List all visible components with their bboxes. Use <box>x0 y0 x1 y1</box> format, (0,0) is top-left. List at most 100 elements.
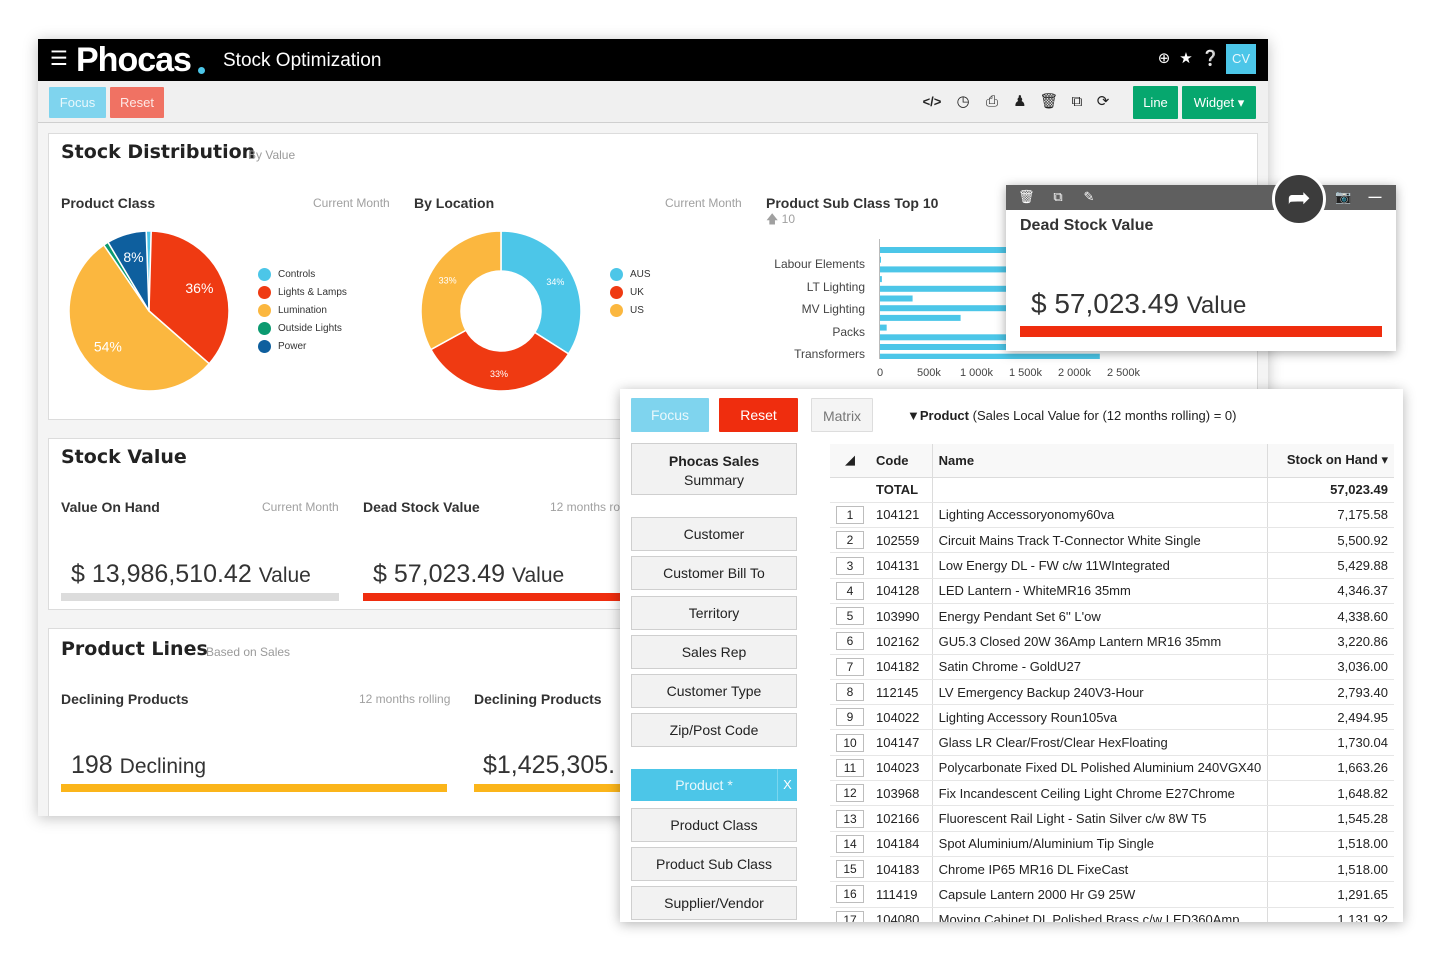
row-index[interactable]: 7 <box>836 657 864 676</box>
clock-icon[interactable]: ◷ <box>956 93 970 110</box>
print-icon[interactable]: ⎙ <box>985 93 998 110</box>
edit-icon[interactable]: ✎ <box>1083 189 1095 204</box>
row-index[interactable]: 11 <box>836 758 864 777</box>
nav-territory[interactable]: Territory <box>631 596 797 630</box>
widget-button[interactable]: Widget ▾ <box>1182 86 1256 119</box>
legend-item[interactable]: Outside Lights <box>258 322 342 336</box>
bar[interactable] <box>879 247 1067 253</box>
refresh-icon[interactable]: ⟳ <box>1096 93 1110 110</box>
table-row[interactable]: 13 102166 Fluorescent Rail Light - Satin S… <box>830 805 1394 832</box>
row-index[interactable]: 15 <box>836 860 864 879</box>
legend-item[interactable]: Power <box>258 340 306 354</box>
table-row[interactable]: 6 102162 GU5.3 Closed 20W 36Amp Lantern MR… <box>830 628 1394 655</box>
column-code[interactable]: Code <box>870 444 933 478</box>
table-row[interactable]: 10 104147 Glass LR Clear/Frost/Clear HexFl… <box>830 729 1394 756</box>
pie-slice-lights-lamps[interactable] <box>148 230 230 365</box>
product-class-pie-chart[interactable]: 36% 54% 8% <box>67 229 231 393</box>
row-index[interactable]: 8 <box>836 683 864 702</box>
row-index[interactable]: 5 <box>836 607 864 626</box>
legend-item[interactable]: AUS <box>610 268 651 282</box>
bar[interactable] <box>879 305 1081 312</box>
row-index[interactable]: 6 <box>836 632 864 651</box>
copy-icon[interactable]: ⧉ <box>1053 189 1063 204</box>
minimize-icon[interactable]: — <box>1368 189 1382 204</box>
avatar[interactable]: CV <box>1226 44 1256 74</box>
bar[interactable] <box>879 344 1100 350</box>
code-icon[interactable]: </> <box>922 94 942 109</box>
column-name[interactable]: Name <box>931 444 1268 478</box>
bar[interactable] <box>879 266 1119 273</box>
row-index[interactable]: 10 <box>836 733 864 752</box>
row-index[interactable]: 12 <box>836 784 864 803</box>
row-index[interactable]: 16 <box>836 885 864 904</box>
line-button[interactable]: Line <box>1133 86 1178 119</box>
table-row[interactable]: 14 104184 Spot Aluminium/Aluminium Tip Sin… <box>830 831 1394 857</box>
sub-class-bar-chart[interactable] <box>879 239 1119 359</box>
sort-toggle[interactable]: ◢ <box>830 444 870 478</box>
table-row[interactable]: 16 111419 Capsule Lantern 2000 Hr G9 25W 1,… <box>830 881 1394 908</box>
table-row[interactable]: 8 112145 LV Emergency Backup 240V3-Hour 2,7… <box>830 679 1394 706</box>
row-index[interactable]: 9 <box>836 708 864 727</box>
nav-zip-post-code[interactable]: Zip/Post Code <box>631 713 797 747</box>
nav-product-class[interactable]: Product Class <box>631 808 797 842</box>
table-row[interactable]: 7 104182 Satin Chrome - GoldU27 3,036.00 <box>830 654 1394 680</box>
table-row[interactable]: 5 103990 Energy Pendant Set 6'' L'ow 4,338.… <box>830 603 1394 630</box>
column-stock-on-hand[interactable]: Stock on Hand ▾ <box>1267 444 1394 478</box>
row-index[interactable]: 4 <box>836 581 864 600</box>
bar[interactable] <box>879 285 1119 292</box>
filter-summary[interactable]: ▼Product (Sales Local Value for (12 mont… <box>907 408 1236 423</box>
row-index[interactable]: 13 <box>836 809 864 828</box>
bar[interactable] <box>879 334 1119 341</box>
nav-customer[interactable]: Customer <box>631 517 797 551</box>
table-row[interactable]: 12 103968 Fix Incandescent Ceiling Light C… <box>830 780 1394 807</box>
phocas-sales-summary[interactable]: Phocas Sales Summary <box>631 443 797 495</box>
legend-item[interactable]: US <box>610 304 644 318</box>
legend-item[interactable]: Controls <box>258 268 315 282</box>
table-row[interactable]: 15 104183 Chrome IP65 MR16 DL FixeCast 1,51… <box>830 856 1394 883</box>
table-row[interactable]: 2 102559 Circuit Mains Track T-Connector W… <box>830 527 1394 554</box>
remove-dimension-button[interactable]: X <box>777 769 797 801</box>
bar[interactable] <box>879 314 961 321</box>
table-row[interactable]: 9 104022 Lighting Accessory Roun105va 2,494… <box>830 704 1394 731</box>
star-icon[interactable]: ★ <box>1179 50 1193 67</box>
nav-customer-type[interactable]: Customer Type <box>631 674 797 708</box>
row-index[interactable]: 3 <box>836 556 864 575</box>
trash-icon[interactable]: 🗑 <box>1018 189 1035 204</box>
nav-sales-rep[interactable]: Sales Rep <box>631 635 797 669</box>
pie-slice-us[interactable] <box>420 230 502 351</box>
row-index[interactable]: 17 <box>836 910 864 922</box>
pie-slice-power[interactable] <box>107 230 150 312</box>
reset-button[interactable]: Reset <box>110 87 164 118</box>
table-row[interactable]: 17 104080 Moving Cabinet DL Polished Brass… <box>830 907 1394 922</box>
analysis-focus-button[interactable]: Focus <box>631 398 709 432</box>
bar[interactable] <box>879 324 887 331</box>
pie-slice-lumination[interactable] <box>68 243 211 392</box>
matrix-button[interactable]: Matrix <box>811 398 873 432</box>
table-row[interactable]: 11 104023 Polycarbonate Fixed DL Polished … <box>830 755 1394 782</box>
nav-product-sub-class[interactable]: Product Sub Class <box>631 847 797 881</box>
legend-item[interactable]: Lights & Lamps <box>258 286 347 300</box>
legend-item[interactable]: Lumination <box>258 304 327 318</box>
add-circle-icon[interactable]: ⊕ <box>1157 50 1171 67</box>
analysis-reset-button[interactable]: Reset <box>719 398 798 432</box>
by-location-donut-chart[interactable]: 34% 33% 33% <box>419 229 583 393</box>
row-index[interactable]: 2 <box>836 531 864 550</box>
share-arrow-icon[interactable]: ➦ <box>1272 172 1326 226</box>
trash-icon[interactable]: 🗑 <box>1039 93 1059 110</box>
hamburger-menu-icon[interactable]: ☰ <box>50 48 68 70</box>
row-index[interactable]: 1 <box>836 505 864 524</box>
camera-icon[interactable]: 📷 <box>1335 189 1352 204</box>
nav-supplier-vendor[interactable]: Supplier/Vendor <box>631 886 797 920</box>
row-index[interactable]: 14 <box>836 834 864 853</box>
pie-slice-aus[interactable] <box>500 230 582 355</box>
help-icon[interactable]: ❔ <box>1201 50 1220 67</box>
bar[interactable] <box>879 276 882 283</box>
table-row[interactable]: 4 104128 LED Lantern - WhiteMR16 35mm 4,346… <box>830 578 1394 604</box>
bar[interactable] <box>879 353 1100 359</box>
dead-stock-popup[interactable]: 🗑 ⧉ ✎ 📷 — Dead Stock Value $ 57,023.49 V… <box>1006 185 1396 351</box>
table-row[interactable]: 3 104131 Low Energy DL - FW c/w 11WIntegra… <box>830 552 1394 579</box>
pie-slice-uk[interactable] <box>429 329 570 392</box>
nav-customer-bill-to[interactable]: Customer Bill To <box>631 556 797 590</box>
share-user-icon[interactable]: ♟ <box>1013 93 1027 110</box>
copy-icon[interactable]: ⧉ <box>1071 93 1083 110</box>
